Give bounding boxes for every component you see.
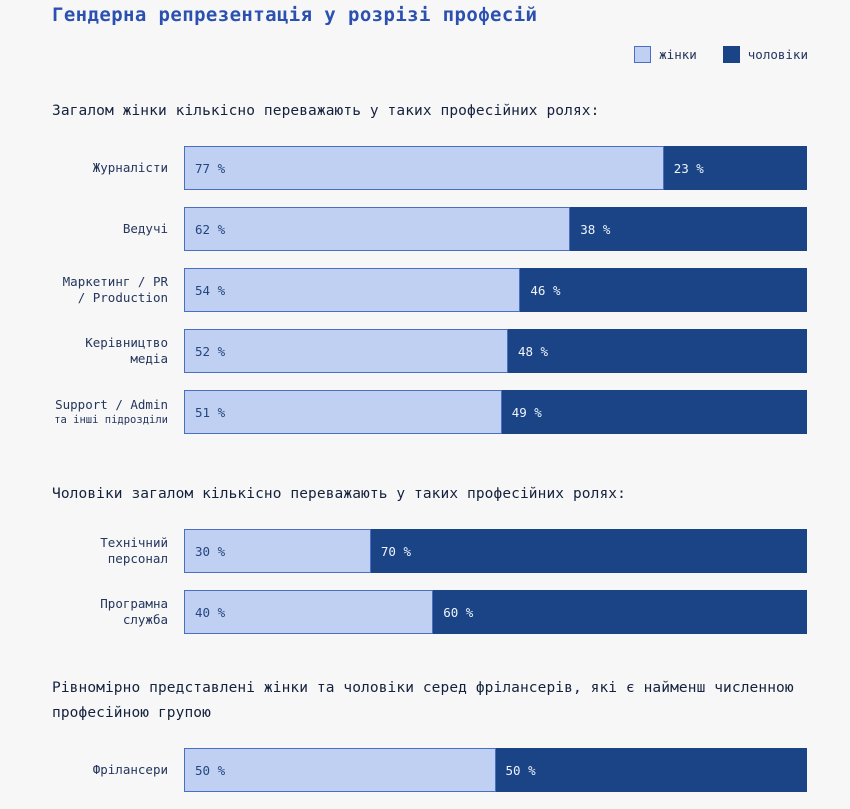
bar-segment-female[interactable]: 30 % <box>184 529 371 573</box>
page-title: Гендерна репрезентація у розрізі професі… <box>52 4 538 26</box>
bar-row[interactable]: Фрілансери 50 % 50 % <box>0 748 850 792</box>
row-label: Програмна служба <box>0 590 168 634</box>
bar-row[interactable]: Керівництво медіа 52 % 48 % <box>0 329 850 373</box>
bar-track: 77 % 23 % <box>184 146 807 190</box>
bar-rows: Технічний персонал 30 % 70 % Програмна служба… <box>0 529 850 651</box>
bar-segment-male[interactable]: 60 % <box>433 590 807 634</box>
bar-segment-female[interactable]: 54 % <box>184 268 521 312</box>
bar-row[interactable]: Ведучі 62 % 38 % <box>0 207 850 251</box>
row-label-line1: Технічний <box>100 535 168 550</box>
bar-value-male: 49 % <box>511 404 542 420</box>
bar-value-male: 48 % <box>517 343 549 359</box>
bar-segment-male[interactable]: 49 % <box>501 390 807 434</box>
light-blue-swatch-icon <box>634 46 652 63</box>
bar-value-male: 50 % <box>505 762 536 778</box>
bar-value-male: 70 % <box>380 543 411 559</box>
section-heading: Чоловіки загалом кількісно переважають у… <box>52 486 626 502</box>
legend-label: чоловіки <box>747 47 808 62</box>
section-heading: Загалом жінки кількісно переважають у та… <box>52 103 600 119</box>
bar-value-male: 23 % <box>673 160 704 176</box>
bar-value-female: 52 % <box>195 343 226 359</box>
bar-segment-male[interactable]: 48 % <box>507 329 807 373</box>
row-label-line1: Керівництво <box>85 335 168 350</box>
row-label-line1: Ведучі <box>122 221 168 236</box>
bar-segment-female[interactable]: 52 % <box>184 329 508 373</box>
bar-segment-female[interactable]: 62 % <box>184 207 571 251</box>
bar-segment-female[interactable]: 40 % <box>184 590 434 634</box>
bar-value-female: 30 % <box>195 543 226 559</box>
section-heading: Рівномірно представлені жінки та чоловік… <box>52 680 794 721</box>
row-label: Support / Admin та інші підрозділи <box>0 390 168 434</box>
bar-value-female: 51 % <box>195 404 226 420</box>
legend-label: жінки <box>659 47 697 62</box>
legend-item[interactable]: чоловіки <box>722 46 808 63</box>
row-label: Фрілансери <box>0 748 168 792</box>
bar-value-female: 50 % <box>195 762 226 778</box>
bar-value-male: 46 % <box>530 282 561 298</box>
row-label: Технічний персонал <box>0 529 168 573</box>
bar-track: 54 % 46 % <box>184 268 807 312</box>
bar-value-female: 62 % <box>195 221 226 237</box>
bar-value-female: 54 % <box>195 282 226 298</box>
bar-segment-male[interactable]: 23 % <box>663 146 807 190</box>
bar-track: 51 % 49 % <box>184 390 807 434</box>
bar-segment-male[interactable]: 70 % <box>370 529 807 573</box>
bar-segment-male[interactable]: 50 % <box>495 748 807 792</box>
bar-track: 52 % 48 % <box>184 329 807 373</box>
legend: жінки чоловіки <box>634 46 808 63</box>
bar-value-female: 40 % <box>195 604 226 620</box>
bar-row[interactable]: Журналісти 77 % 23 % <box>0 146 850 190</box>
bar-value-male: 38 % <box>580 221 611 237</box>
bar-row[interactable]: Support / Admin та інші підрозділи 51 % 49 … <box>0 390 850 434</box>
row-label-line1: Фрілансери <box>92 762 168 777</box>
row-label-line2: персонал <box>107 551 168 566</box>
dark-blue-swatch-icon <box>722 46 740 63</box>
bar-row[interactable]: Маркетинг / PR / Production 54 % 46 % <box>0 268 850 312</box>
row-label: Журналісти <box>0 146 168 190</box>
bar-track: 62 % 38 % <box>184 207 807 251</box>
row-label: Маркетинг / PR / Production <box>0 268 168 312</box>
bar-rows: Журналісти 77 % 23 % Ведучі 62 % 38 % Маркетин… <box>0 146 850 451</box>
bar-row[interactable]: Програмна служба 40 % 60 % <box>0 590 850 634</box>
bar-track: 40 % 60 % <box>184 590 807 634</box>
row-label: Керівництво медіа <box>0 329 168 373</box>
row-label-line1: Маркетинг / PR <box>62 274 168 289</box>
bar-value-male: 60 % <box>443 604 474 620</box>
bar-rows: Фрілансери 50 % 50 % <box>0 748 850 809</box>
bar-track: 30 % 70 % <box>184 529 807 573</box>
bar-segment-female[interactable]: 77 % <box>184 146 664 190</box>
bar-track: 50 % 50 % <box>184 748 807 792</box>
bar-value-female: 77 % <box>195 160 226 176</box>
row-label-line1: Програмна <box>100 596 168 611</box>
bar-segment-female[interactable]: 51 % <box>184 390 502 434</box>
bar-segment-male[interactable]: 38 % <box>570 207 807 251</box>
row-label-line2: медіа <box>130 351 168 366</box>
bar-segment-male[interactable]: 46 % <box>520 268 807 312</box>
bar-row[interactable]: Технічний персонал 30 % 70 % <box>0 529 850 573</box>
row-label-line2: служба <box>122 612 168 627</box>
row-label-line1: Support / Admin <box>55 396 168 412</box>
row-label: Ведучі <box>0 207 168 251</box>
bar-segment-female[interactable]: 50 % <box>184 748 496 792</box>
row-label-line1: Журналісти <box>92 160 168 175</box>
legend-item[interactable]: жінки <box>634 46 697 63</box>
row-label-line2: / Production <box>77 290 168 305</box>
row-label-line2: та інші підрозділи <box>54 413 168 426</box>
